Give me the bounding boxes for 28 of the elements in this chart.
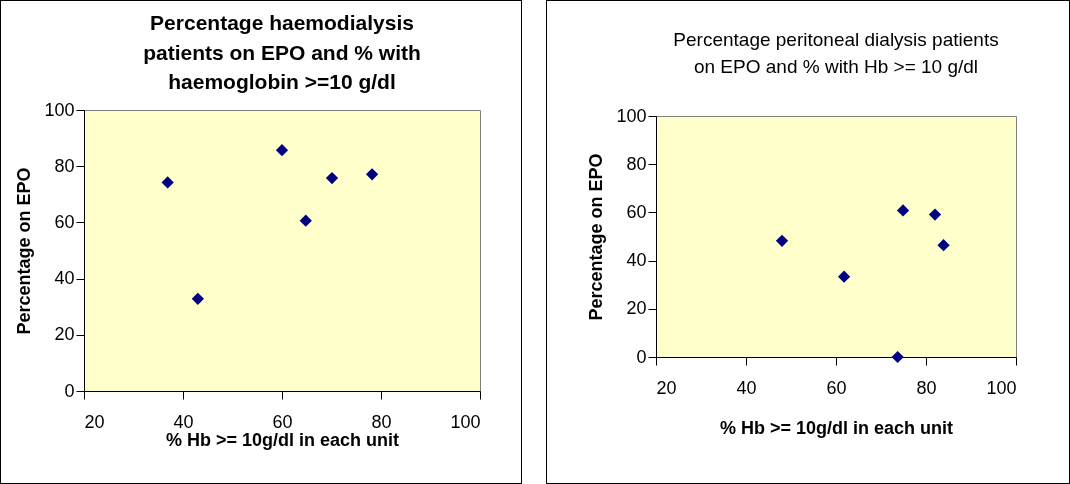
x-tick-label: 40 xyxy=(736,377,757,398)
x-axis-title: % Hb >= 10g/dl in each unit xyxy=(165,429,400,450)
x-tick-label: 60 xyxy=(272,411,293,432)
y-axis-title: Percentage on EPO xyxy=(14,167,35,335)
y-tick-label: 40 xyxy=(54,268,75,289)
chart-title: Percentage haemodialysis patients on EPO and % with haemoglobin >=10 g/dl xyxy=(143,11,421,93)
chart-title: Percentage peritoneal dialysis patients on EPO and % with Hb >= 10 g/dl xyxy=(673,29,999,77)
x-tick-label: 100 xyxy=(986,377,1017,398)
x-axis-title: % Hb >= 10g/dl in each unit xyxy=(719,417,954,438)
x-tick-label: 40 xyxy=(173,411,194,432)
x-tick-label: 80 xyxy=(371,411,392,432)
y-tick-label: 80 xyxy=(626,153,647,174)
y-axis-title: Percentage on EPO xyxy=(586,153,607,321)
y-tick-label: 20 xyxy=(626,298,647,319)
y-tick-label: 0 xyxy=(636,346,647,367)
y-tick-label: 20 xyxy=(54,324,75,345)
y-tick-label: 60 xyxy=(54,211,75,232)
x-tick-label: 80 xyxy=(916,377,937,398)
y-tick-label: 0 xyxy=(64,380,75,401)
y-tick-label: 40 xyxy=(626,250,647,271)
y-tick-label: 80 xyxy=(54,155,75,176)
x-tick-label: 60 xyxy=(826,377,847,398)
x-tick-label: 100 xyxy=(450,411,481,432)
x-tick-label: 20 xyxy=(656,377,677,398)
x-tick-label: 20 xyxy=(84,411,105,432)
y-tick-label: 100 xyxy=(44,99,75,120)
y-tick-label: 100 xyxy=(616,105,647,126)
y-tick-label: 60 xyxy=(626,201,647,222)
